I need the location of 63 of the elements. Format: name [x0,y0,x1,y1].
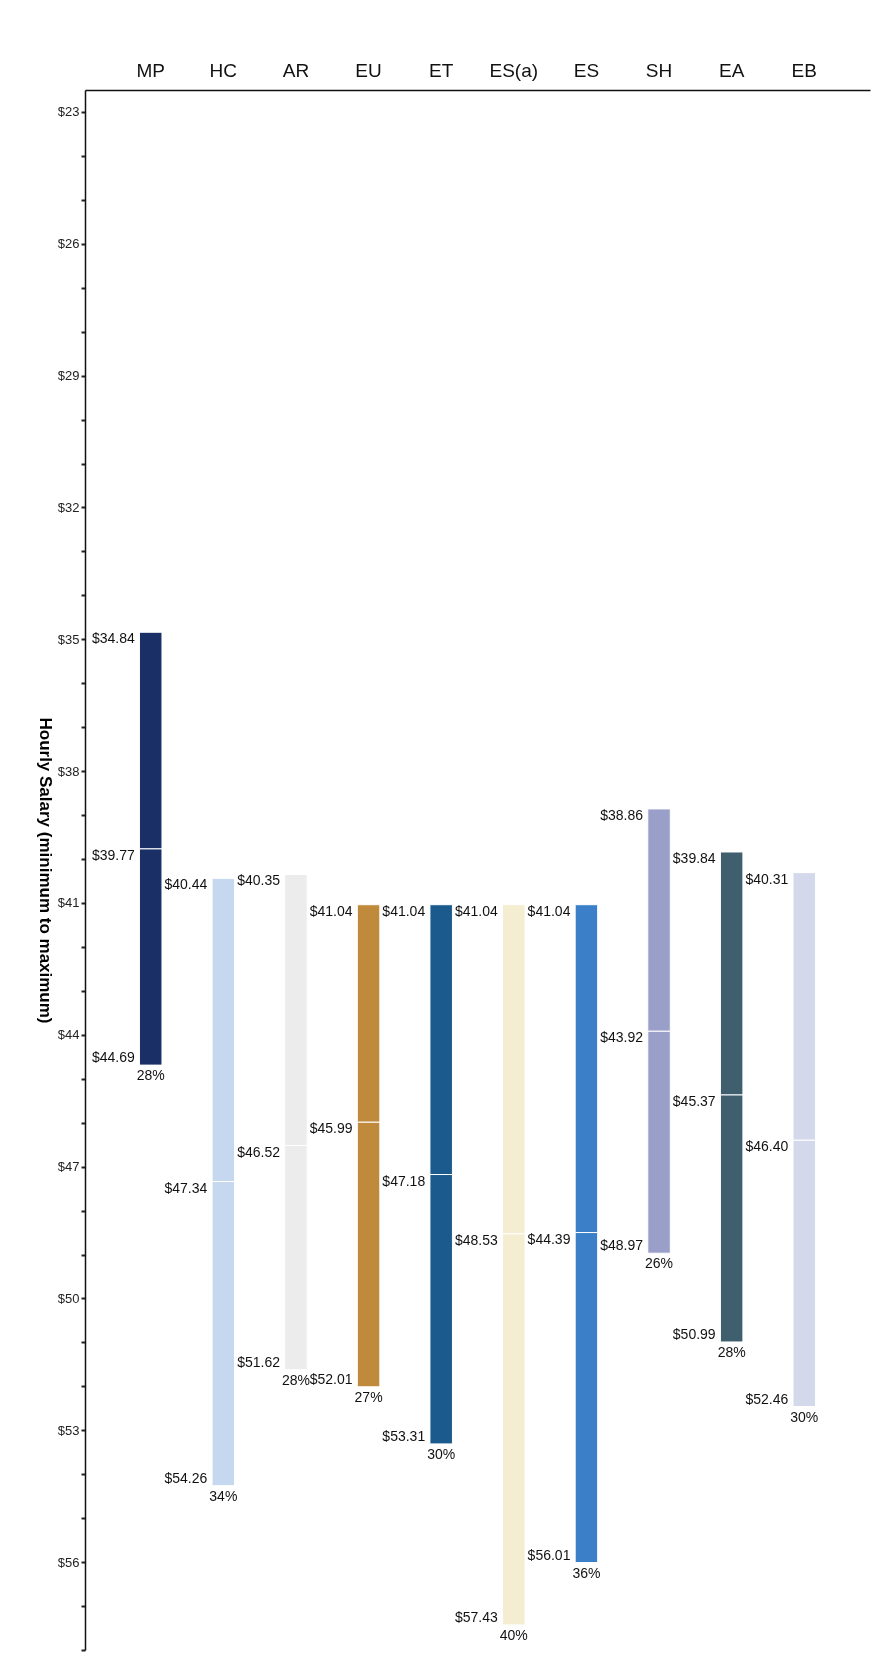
annotation: $40.35 [237,872,281,889]
annotation: $57.43 [454,1608,499,1625]
annotation: 26% [645,1255,674,1272]
annotation: $40.44 [164,876,208,893]
annotation: 28% [717,1343,746,1360]
annotation: $46.52 [237,1143,281,1160]
y-tick-label: $53 [57,1422,80,1438]
y-tick-label: $23 [57,104,80,120]
annotation: $41.04 [527,902,571,919]
annotation: $46.40 [745,1138,789,1155]
x-tick-label: ET [429,59,454,81]
x-tick-label: HC [209,59,238,81]
y-axis-title: Hourly Salary (minimum to maximum) [35,717,55,1024]
annotation: $41.04 [309,902,353,919]
x-tick-label: EU [355,59,382,81]
x-tick-label: ES(a) [489,59,539,81]
annotation: $47.18 [382,1172,426,1189]
annotation: $47.34 [164,1179,208,1196]
annotation: 28% [281,1371,310,1388]
y-tick-label: $38 [57,763,80,779]
annotation: $41.04 [382,902,426,919]
y-tick-label: $44 [57,1027,80,1043]
annotation: 34% [209,1487,238,1504]
annotation: $48.53 [454,1231,499,1248]
annotation: $45.99 [309,1120,353,1137]
annotation: $40.31 [745,870,789,887]
annotation: 30% [427,1445,456,1462]
annotation: $51.62 [237,1353,281,1370]
annotation: $48.97 [600,1237,644,1254]
y-tick-label: $32 [57,499,80,515]
annotation: $44.69 [91,1049,135,1066]
annotation: 36% [572,1564,601,1581]
annotation: 40% [499,1626,528,1643]
annotation: 30% [790,1408,819,1425]
x-tick-label: SH [645,59,673,81]
annotation: $44.39 [527,1230,571,1247]
x-tick-label: AR [282,59,310,81]
y-tick-label: $35 [57,631,80,647]
y-tick-label: $29 [57,368,80,384]
x-tick-label: ES [573,59,600,81]
y-tick-label: $50 [57,1290,80,1306]
annotation: $52.01 [309,1370,353,1387]
y-tick-label: $26 [57,236,80,252]
annotation: $34.84 [91,630,135,647]
y-tick-label: $41 [57,895,80,911]
annotation: $38.86 [600,806,644,823]
annotation: $43.92 [600,1029,644,1046]
annotation: $54.26 [164,1469,208,1486]
annotation: $56.01 [527,1546,571,1563]
annotation: $45.37 [672,1092,716,1109]
annotation: $52.46 [745,1390,789,1407]
annotation: 27% [354,1388,383,1405]
annotation: $41.04 [454,902,499,919]
annotation: $53.31 [382,1427,426,1444]
annotation: $50.99 [672,1325,716,1342]
x-tick-label: EB [791,59,817,81]
x-tick-label: EA [718,59,745,81]
x-tick-label: MP [136,59,165,81]
y-tick-label: $56 [57,1554,80,1570]
y-tick-label: $47 [57,1159,80,1175]
annotation: $39.84 [672,849,716,866]
annotation: 28% [136,1067,165,1084]
annotation: $39.77 [91,846,135,863]
